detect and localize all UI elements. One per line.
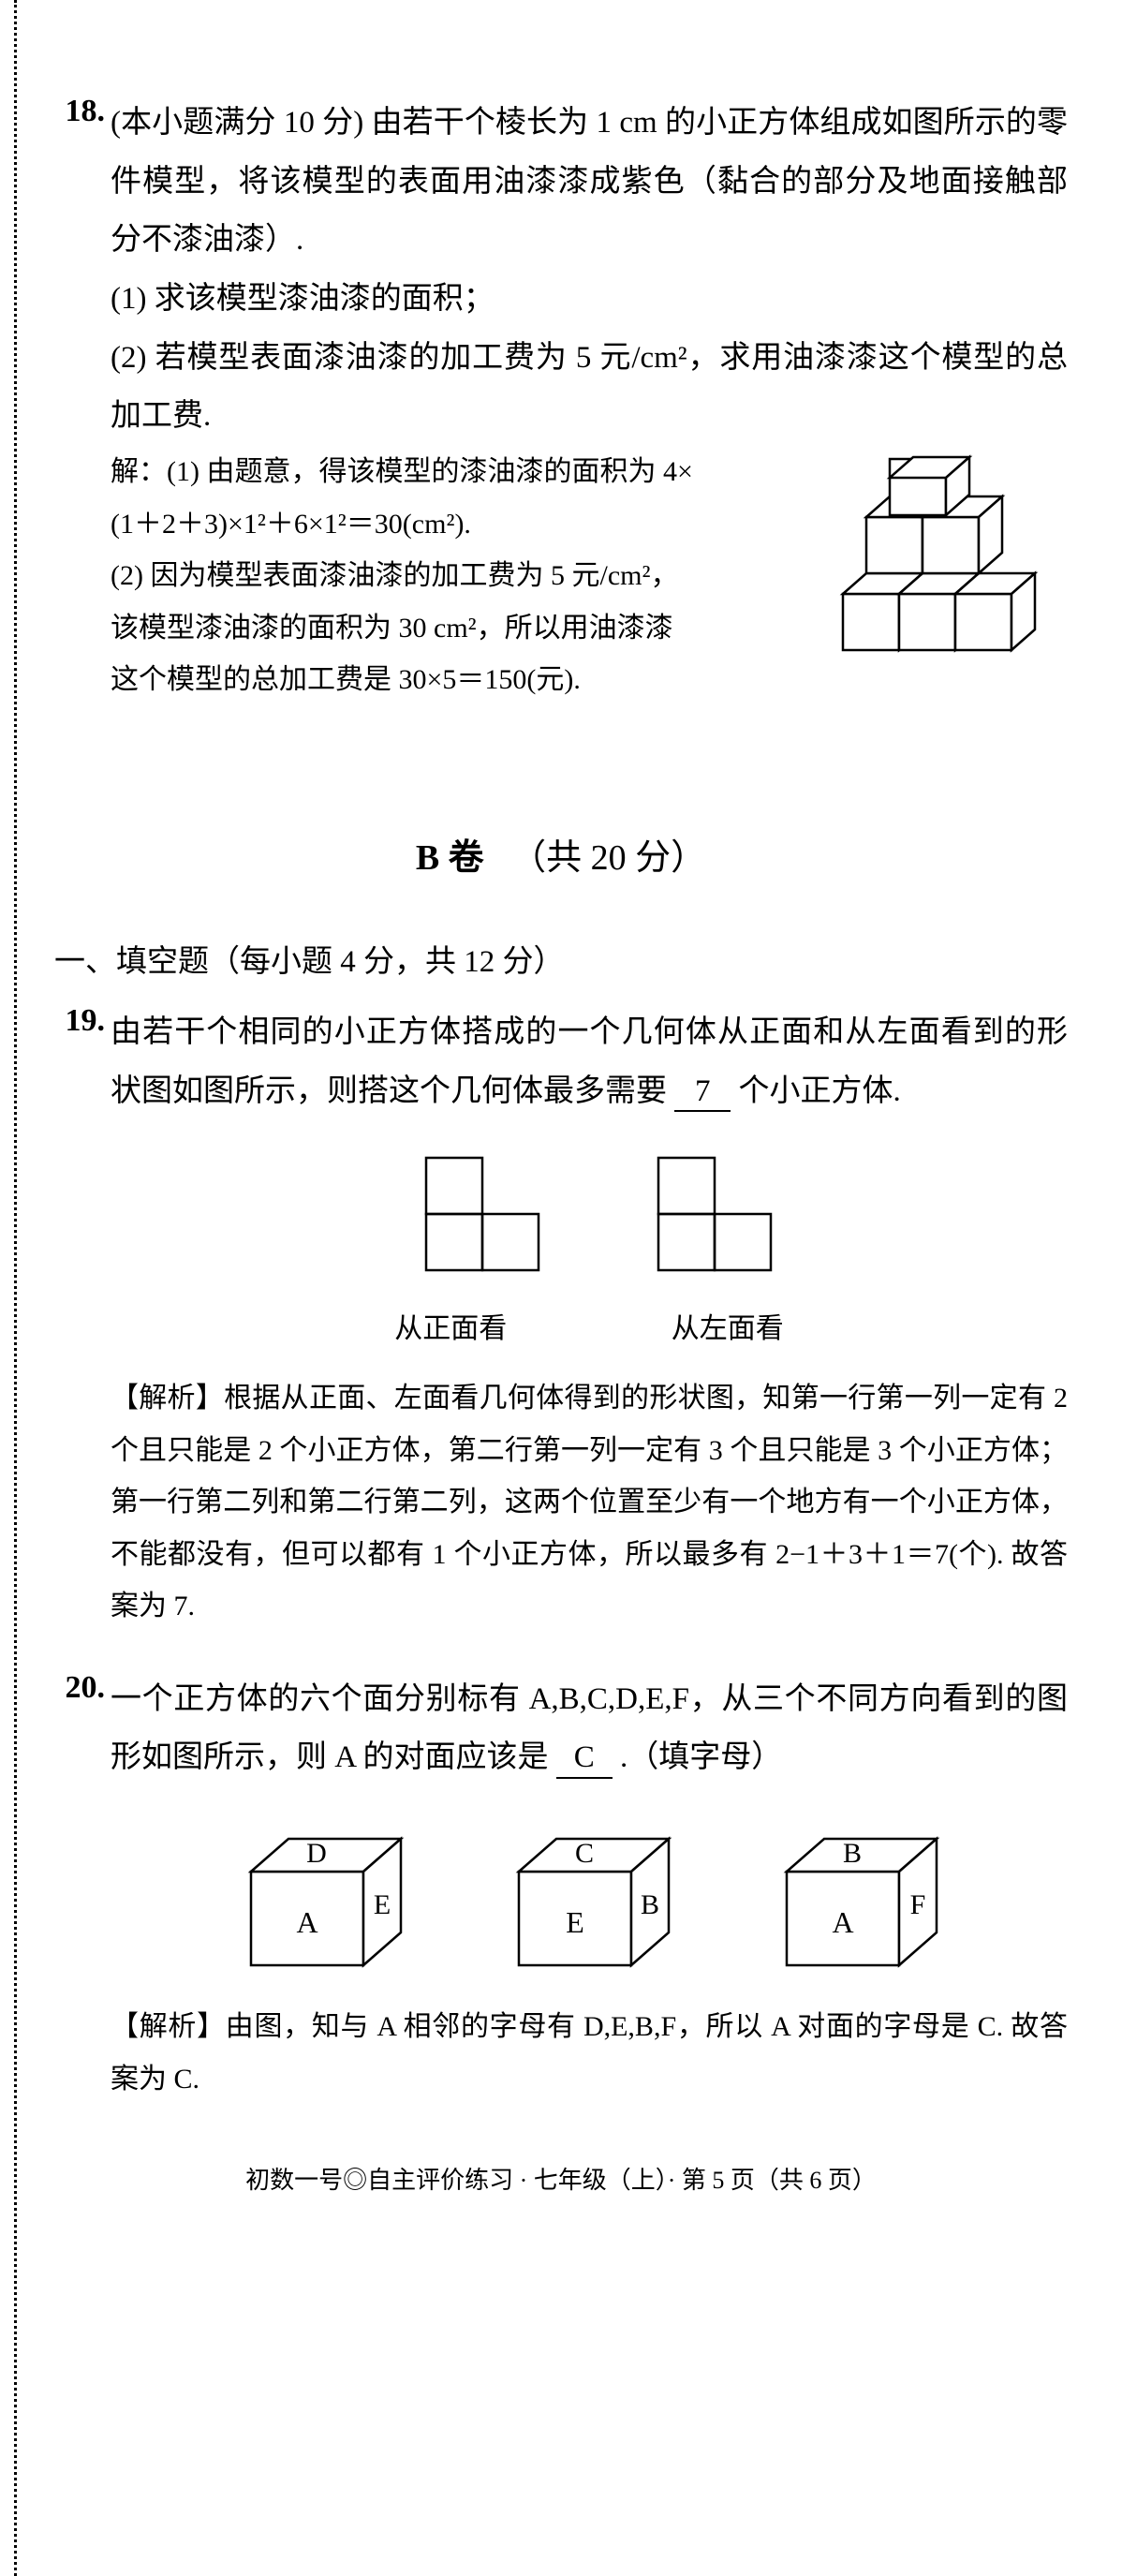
stem-b: .（填字母） [620,1740,782,1774]
cube-views-row: D A E C E B [111,1815,1068,1993]
answer-blank: 7 [674,1073,731,1113]
face-front: A [833,1905,854,1939]
analysis-label: 【解析】 [111,2011,226,2042]
problem-20: 20. 一个正方体的六个面分别标有 A,B,C,D,E,F，从三个不同方向看到的… [54,1670,1068,2105]
fill-blank-heading: 一、填空题（每小题 4 分，共 12 分） [54,936,1068,981]
left-caption: 从左面看 [672,1302,784,1355]
face-right: F [910,1889,926,1920]
analysis-label: 【解析】 [111,1383,224,1414]
problem-number: 20. [54,1670,111,1706]
subquestion-2: (2) 若模型表面漆油漆的加工费为 5 元/cm²，求用油漆漆这个模型的总加工费… [111,341,1068,434]
problem-stem: (本小题满分 10 分) 由若干个棱长为 1 cm 的小正方体组成如图所示的零件… [111,106,1068,257]
sol2c: 这个模型的总加工费是 30×5＝150(元). [111,664,581,695]
cube-stack-icon [824,453,1068,697]
face-top: D [306,1838,327,1869]
face-right: E [374,1889,391,1920]
page-footer: 初数一号◎自主评价练习 · 七年级（上）· 第 5 页（共 6 页） [54,2161,1068,2196]
problem-body: 由若干个相同的小正方体搭成的一个几何体从正面和从左面看到的形状图如图所示，则搭这… [111,1003,1068,1633]
problem-number: 18. [54,94,111,129]
p18-figure [824,453,1068,718]
problem-body: (本小题满分 10 分) 由若干个棱长为 1 cm 的小正方体组成如图所示的零件… [111,94,1068,725]
problem-19: 19. 由若干个相同的小正方体搭成的一个几何体从正面和从左面看到的形状图如图所示… [54,1003,1068,1633]
analysis-block: 【解析】由图，知与 A 相邻的字母有 D,E,B,F，所以 A 对面的字母是 C… [111,2001,1068,2105]
front-view-icon [389,1139,557,1298]
problem-number: 19. [54,1003,111,1039]
left-view-icon [621,1139,790,1298]
face-front: E [566,1905,584,1939]
problem-18: 18. (本小题满分 10 分) 由若干个棱长为 1 cm 的小正方体组成如图所… [54,94,1068,725]
margin-dotted-rule [14,0,17,2576]
section-title-sub: （共 20 分） [510,838,706,878]
front-caption: 从正面看 [394,1302,507,1355]
analysis-text: 由图，知与 A 相邻的字母有 D,E,B,F，所以 A 对面的字母是 C. 故答… [111,2011,1068,2095]
subquestion-1: (1) 求该模型漆油漆的面积； [111,282,495,316]
stem-a: 由若干个相同的小正方体搭成的一个几何体从正面和从左面看到的形状图如图所示，则搭这… [111,1015,1068,1108]
problem-body: 一个正方体的六个面分别标有 A,B,C,D,E,F，从三个不同方向看到的图形如图… [111,1670,1068,2105]
cube-view-3: B A F [759,1815,955,1993]
face-top: B [843,1838,862,1869]
sol1b: (1＋2＋3)×1²＋6×1²＝30(cm²). [111,509,471,540]
face-front: A [296,1905,317,1939]
face-right: B [641,1889,659,1920]
sol2a: (2) 因为模型表面漆油漆的加工费为 5 元/cm²， [111,560,678,591]
section-title-main: B 卷 [416,838,484,878]
page-container: 18. (本小题满分 10 分) 由若干个棱长为 1 cm 的小正方体组成如图所… [0,0,1122,2576]
sol2b: 该模型漆油漆的面积为 30 cm²，所以用油漆漆 [111,613,673,644]
cube-view-2: C E B [491,1815,687,1993]
answer-blank: C [556,1740,613,1779]
sol1a: (1) 由题意，得该模型的漆油漆的面积为 4× [167,456,693,487]
analysis-text: 根据从正面、左面看几何体得到的形状图，知第一行第一列一定有 2 个且只能是 2 … [111,1383,1068,1621]
analysis-block: 【解析】根据从正面、左面看几何体得到的形状图，知第一行第一列一定有 2 个且只能… [111,1372,1068,1633]
solution-label: 解： [111,456,167,487]
stem-b: 个小正方体. [739,1074,901,1108]
cube-view-1: D A E [223,1815,420,1993]
orthographic-views [111,1139,1068,1298]
view-captions: 从正面看 从左面看 [111,1302,1068,1355]
section-b-heading: B 卷 （共 20 分） [54,828,1068,880]
face-top: C [575,1838,594,1869]
